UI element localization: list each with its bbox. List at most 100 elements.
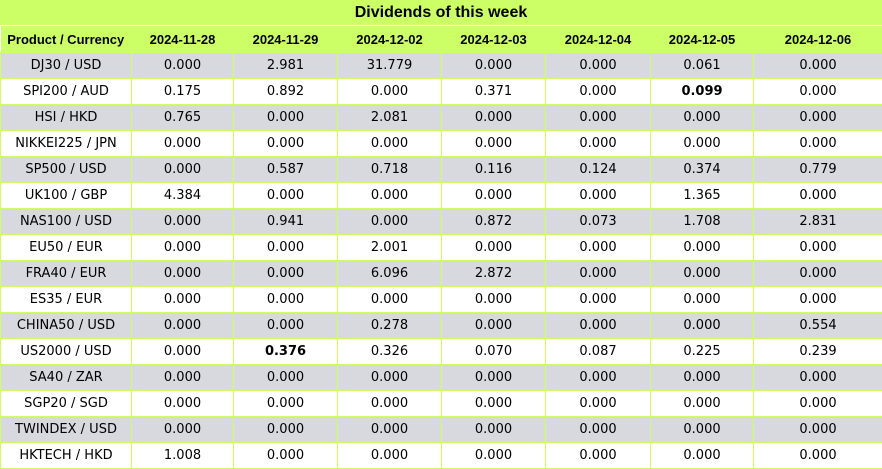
- product-cell: US2000 / USD: [0, 338, 132, 365]
- dividend-value-cell: 0.000: [131, 364, 234, 391]
- column-header-date: 2024-12-06: [753, 26, 882, 53]
- dividend-value-cell: 0.000: [233, 390, 338, 417]
- dividend-value-cell: 0.000: [650, 234, 754, 261]
- dividend-value-cell: 0.000: [650, 416, 754, 443]
- dividend-value-cell: 6.096: [337, 260, 442, 287]
- dividend-value-cell: 0.000: [441, 442, 546, 469]
- table-row: US2000 / USD 0.000 0.376 0.326 0.070 0.087 0.2…: [0, 338, 882, 365]
- product-cell: SA40 / ZAR: [0, 364, 132, 391]
- product-cell: NAS100 / USD: [0, 208, 132, 235]
- dividend-value-cell: 0.000: [233, 286, 338, 313]
- dividend-value-cell: 2.981: [233, 52, 338, 79]
- column-header-date: 2024-12-02: [337, 26, 442, 53]
- dividend-value-cell: 0.000: [650, 364, 754, 391]
- dividend-value-cell: 0.376: [233, 338, 338, 365]
- dividend-value-cell: 0.000: [131, 208, 234, 235]
- column-header-date: 2024-12-04: [545, 26, 651, 53]
- dividend-value-cell: 0.872: [441, 208, 546, 235]
- dividend-value-cell: 0.000: [650, 260, 754, 287]
- table-row: EU50 / EUR 0.000 0.000 2.001 0.000 0.000 0.000…: [0, 234, 882, 261]
- product-cell: FRA40 / EUR: [0, 260, 132, 287]
- dividend-value-cell: 0.000: [650, 286, 754, 313]
- dividend-value-cell: 0.000: [441, 390, 546, 417]
- dividend-value-cell: 0.000: [337, 208, 442, 235]
- dividend-value-cell: 0.000: [131, 260, 234, 287]
- dividend-value-cell: 0.000: [545, 390, 651, 417]
- table-row: SGP20 / SGD 0.000 0.000 0.000 0.000 0.000 0.00…: [0, 390, 882, 417]
- dividend-value-cell: 0.000: [753, 182, 882, 209]
- dividend-value-cell: 0.000: [337, 78, 442, 105]
- dividend-value-cell: 0.000: [441, 364, 546, 391]
- dividend-value-cell: 0.070: [441, 338, 546, 365]
- dividend-value-cell: 0.000: [131, 130, 234, 157]
- dividend-value-cell: 0.000: [131, 416, 234, 443]
- dividend-value-cell: 0.000: [753, 130, 882, 157]
- table-row: SP500 / USD 0.000 0.587 0.718 0.116 0.124 0.37…: [0, 156, 882, 183]
- dividend-value-cell: 0.000: [753, 416, 882, 443]
- product-cell: SGP20 / SGD: [0, 390, 132, 417]
- product-cell: SPI200 / AUD: [0, 78, 132, 105]
- dividend-value-cell: 0.000: [650, 312, 754, 339]
- dividend-value-cell: 0.000: [441, 52, 546, 79]
- dividend-value-cell: 0.765: [131, 104, 234, 131]
- dividend-value-cell: 0.116: [441, 156, 546, 183]
- dividend-value-cell: 0.000: [233, 416, 338, 443]
- dividend-value-cell: 4.384: [131, 182, 234, 209]
- dividend-value-cell: 0.000: [233, 364, 338, 391]
- dividend-value-cell: 0.892: [233, 78, 338, 105]
- table-row: UK100 / GBP 4.384 0.000 0.000 0.000 0.000 1.36…: [0, 182, 882, 209]
- column-header-product: Product / Currency: [0, 26, 132, 53]
- table-row: SA40 / ZAR 0.000 0.000 0.000 0.000 0.000 0.000…: [0, 364, 882, 391]
- dividend-value-cell: 0.000: [337, 364, 442, 391]
- dividend-value-cell: 0.000: [545, 364, 651, 391]
- dividend-value-cell: 0.000: [441, 234, 546, 261]
- dividend-value-cell: 0.000: [131, 234, 234, 261]
- table-row: FRA40 / EUR 0.000 0.000 6.096 2.872 0.000 0.00…: [0, 260, 882, 287]
- dividend-value-cell: 0.000: [131, 312, 234, 339]
- dividend-value-cell: 0.000: [753, 52, 882, 79]
- dividend-value-cell: 0.000: [131, 52, 234, 79]
- dividend-value-cell: 0.000: [753, 364, 882, 391]
- product-cell: TWINDEX / USD: [0, 416, 132, 443]
- dividend-value-cell: 0.941: [233, 208, 338, 235]
- dividend-value-cell: 2.831: [753, 208, 882, 235]
- dividend-value-cell: 0.278: [337, 312, 442, 339]
- dividend-value-cell: 0.000: [545, 182, 651, 209]
- column-header-date: 2024-11-28: [131, 26, 234, 53]
- dividend-value-cell: 0.000: [545, 52, 651, 79]
- table-row: NAS100 / USD 0.000 0.941 0.000 0.872 0.073 1.7…: [0, 208, 882, 235]
- dividend-value-cell: 0.000: [753, 442, 882, 469]
- dividend-value-cell: 0.000: [337, 390, 442, 417]
- table-row: NIKKEI225 / JPN 0.000 0.000 0.000 0.000 0.000…: [0, 130, 882, 157]
- dividend-value-cell: 0.000: [337, 286, 442, 313]
- dividend-value-cell: 0.000: [441, 130, 546, 157]
- dividend-value-cell: 0.000: [233, 442, 338, 469]
- dividend-value-cell: 0.087: [545, 338, 651, 365]
- product-cell: SP500 / USD: [0, 156, 132, 183]
- dividend-value-cell: 0.000: [650, 442, 754, 469]
- dividend-value-cell: 0.000: [337, 182, 442, 209]
- column-header-date: 2024-12-03: [441, 26, 546, 53]
- dividend-value-cell: 0.000: [545, 286, 651, 313]
- dividend-value-cell: 31.779: [337, 52, 442, 79]
- product-cell: HSI / HKD: [0, 104, 132, 131]
- table-row: CHINA50 / USD 0.000 0.000 0.278 0.000 0.000 0.…: [0, 312, 882, 339]
- dividend-value-cell: 0.239: [753, 338, 882, 365]
- product-cell: HKTECH / HKD: [0, 442, 132, 469]
- column-header-date: 2024-11-29: [233, 26, 338, 53]
- dividend-value-cell: 0.225: [650, 338, 754, 365]
- dividend-value-cell: 1.365: [650, 182, 754, 209]
- table-row: ES35 / EUR 0.000 0.000 0.000 0.000 0.000 0.000…: [0, 286, 882, 313]
- product-cell: EU50 / EUR: [0, 234, 132, 261]
- dividend-value-cell: 2.872: [441, 260, 546, 287]
- dividend-value-cell: 0.000: [545, 104, 651, 131]
- dividend-value-cell: 0.000: [441, 104, 546, 131]
- dividend-value-cell: 0.000: [337, 130, 442, 157]
- dividend-value-cell: 1.008: [131, 442, 234, 469]
- dividend-value-cell: 0.000: [131, 390, 234, 417]
- dividend-value-cell: 0.000: [233, 104, 338, 131]
- dividend-value-cell: 0.000: [233, 260, 338, 287]
- dividend-value-cell: 0.000: [753, 260, 882, 287]
- table-title: Dividends of this week: [0, 0, 882, 26]
- table-body: DJ30 / USD 0.000 2.981 31.779 0.000 0.000 0.06…: [0, 52, 882, 469]
